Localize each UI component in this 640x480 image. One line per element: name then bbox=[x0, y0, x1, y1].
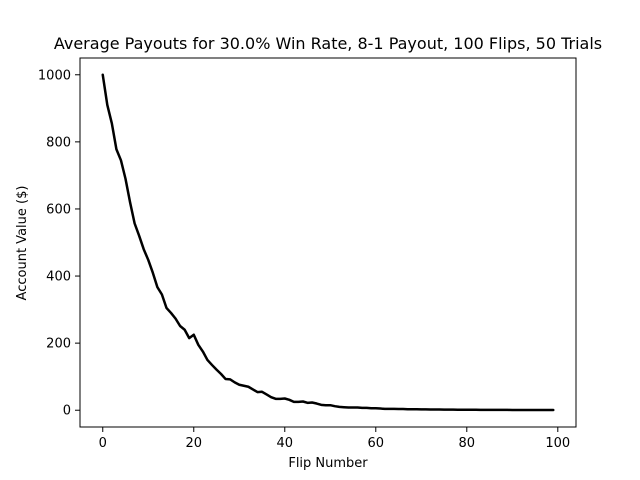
y-tick-label: 1000 bbox=[38, 68, 71, 83]
x-tick-label: 60 bbox=[368, 436, 385, 451]
x-tick-label: 100 bbox=[545, 436, 570, 451]
x-axis-label: Flip Number bbox=[288, 456, 368, 471]
y-tick-label: 800 bbox=[46, 135, 71, 150]
plot-frame bbox=[79, 57, 577, 428]
y-tick-label: 600 bbox=[46, 202, 71, 217]
x-tick-label: 80 bbox=[459, 436, 476, 451]
y-tick-label: 200 bbox=[46, 337, 71, 352]
y-axis-label: Account Value ($) bbox=[15, 186, 30, 301]
y-tick-label: 400 bbox=[46, 270, 71, 285]
x-tick-label: 0 bbox=[99, 436, 107, 451]
chart-title: Average Payouts for 30.0% Win Rate, 8-1 … bbox=[54, 34, 602, 53]
x-tick-label: 20 bbox=[185, 436, 202, 451]
series-line bbox=[101, 73, 555, 412]
x-tick-label: 40 bbox=[276, 436, 293, 451]
y-tick-label: 0 bbox=[63, 404, 71, 419]
